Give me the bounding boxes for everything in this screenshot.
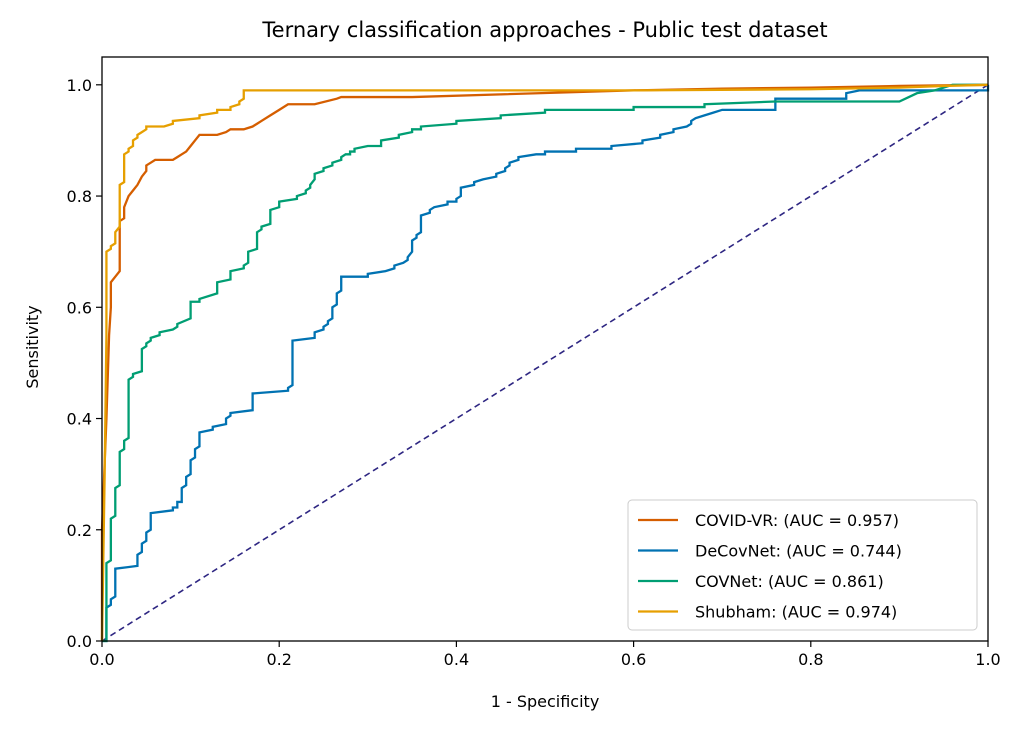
x-axis-ticks: 0.0 0.2 0.4 0.6 0.8 1.0 — [89, 641, 1001, 669]
x-tick-label-1: 0.2 — [266, 650, 291, 669]
y-tick-label-5: 1.0 — [67, 76, 92, 95]
plot-area — [100, 56, 990, 643]
series-line-1 — [102, 84, 990, 643]
y-tick-label-4: 0.8 — [67, 187, 92, 206]
legend-label-0: COVID-VR: (AUC = 0.957) — [695, 511, 899, 530]
x-tick-label-4: 0.8 — [798, 650, 823, 669]
x-tick-label-2: 0.4 — [444, 650, 469, 669]
diagonal-reference-line — [101, 84, 989, 642]
plot-frame — [101, 56, 989, 642]
x-tick-label-5: 1.0 — [975, 650, 1000, 669]
y-tick-label-3: 0.6 — [67, 298, 92, 317]
x-tick-label-3: 0.6 — [621, 650, 646, 669]
x-tick-label-0: 0.0 — [89, 650, 114, 669]
legend: COVID-VR: (AUC = 0.957) DeCovNet: (AUC = … — [627, 499, 978, 631]
series-line-3 — [100, 83, 989, 642]
legend-label-2: COVNet: (AUC = 0.861) — [695, 572, 884, 591]
legend-label-3: Shubham: (AUC = 0.974) — [695, 603, 897, 622]
y-tick-label-1: 0.2 — [67, 521, 92, 540]
x-axis-label: 1 - Specificity — [491, 692, 600, 711]
legend-label-1: DeCovNet: (AUC = 0.744) — [695, 542, 902, 561]
y-tick-label-0: 0.0 — [67, 632, 92, 651]
y-axis-label: Sensitivity — [23, 305, 42, 388]
series-line-2 — [102, 83, 988, 643]
y-axis-ticks: 0.0 0.2 0.4 0.6 0.8 1.0 — [67, 76, 102, 651]
chart-title: Ternary classification approaches - Publ… — [261, 18, 827, 42]
series-line-0 — [100, 83, 989, 641]
legend-box — [627, 499, 978, 631]
y-tick-label-2: 0.4 — [67, 410, 92, 429]
